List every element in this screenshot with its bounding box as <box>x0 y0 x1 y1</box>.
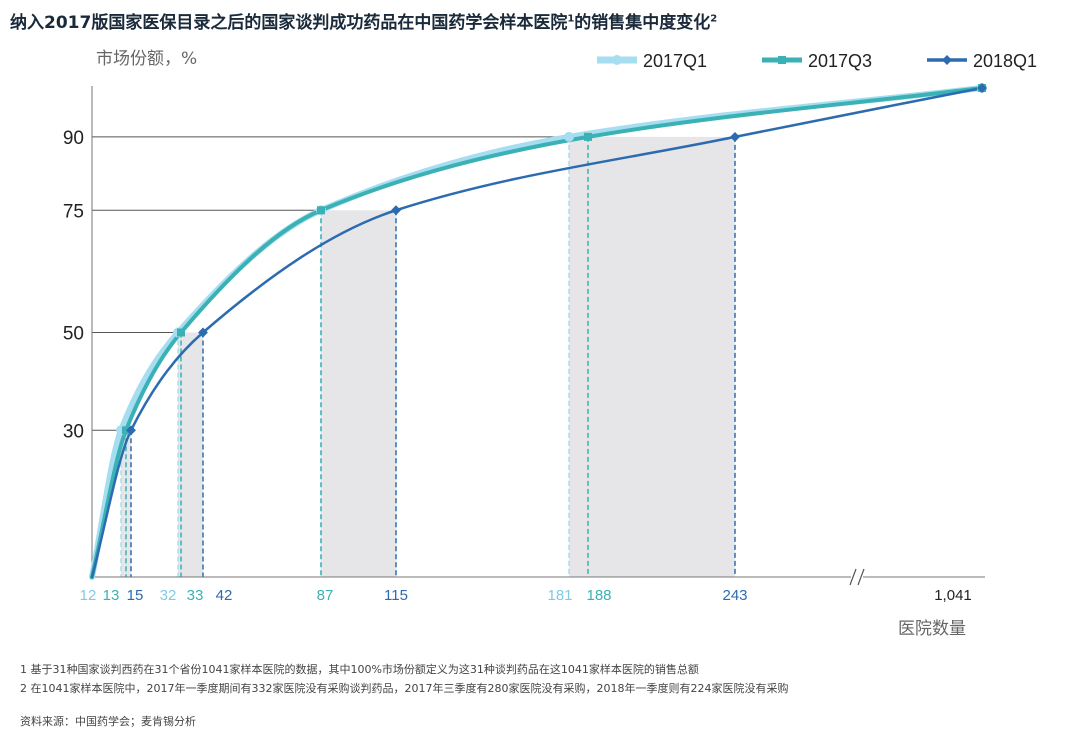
series-line-2017Q1 <box>89 85 985 580</box>
y-tick-label: 50 <box>63 324 84 345</box>
x-tick-label: 115 <box>384 587 408 604</box>
legend-label: 2017Q1 <box>643 51 707 71</box>
shaded-band <box>321 210 396 577</box>
x-tick-label: 1,041 <box>934 587 972 604</box>
axis-break-mark <box>857 568 865 586</box>
chart-title-text: 纳入2017版国家医保目录之后的国家谈判成功药品在中国药学会样本医院 <box>10 13 568 33</box>
title-footnote-ref-2: 2 <box>710 13 718 25</box>
chart-title: 纳入2017版国家医保目录之后的国家谈判成功药品在中国药学会样本医院1的销售集中… <box>10 8 717 33</box>
y-axis-title: 市场份额，% <box>96 49 197 69</box>
x-tick-label: 12 <box>80 587 97 604</box>
series-lines <box>89 85 985 580</box>
y-tick-label: 90 <box>63 128 84 149</box>
tick-labels: 30 50 75 90 12 13 15 32 33 42 87 115 181 188 243 1,041 市… <box>63 49 972 639</box>
legend-label: 2018Q1 <box>973 51 1037 71</box>
chart-title-tail: 的销售集中度变化 <box>574 13 711 33</box>
footnote-1: 1 基于31种国家谈判西药在31个省份1041家样本医院的数据，其中100%市场… <box>20 663 699 676</box>
x-tick-label: 33 <box>187 587 204 604</box>
shaded-band <box>569 136 735 577</box>
legend-label: 2017Q3 <box>808 51 872 71</box>
marker-2018Q1 <box>977 83 987 93</box>
x-tick-label: 42 <box>216 587 233 604</box>
series-line-2017Q3 <box>90 86 984 579</box>
series-line-2018Q1 <box>90 86 984 579</box>
marker-2017Q3 <box>177 328 185 337</box>
x-tick-label: 32 <box>160 587 177 604</box>
x-tick-label: 15 <box>127 587 144 604</box>
legend-marker <box>612 55 622 65</box>
marker-2017Q3 <box>122 426 130 435</box>
x-tick-label: 188 <box>586 587 611 604</box>
marker-2018Q1 <box>126 425 136 436</box>
marker-2017Q3 <box>317 206 325 215</box>
marker-2018Q1 <box>198 327 208 338</box>
series-markers <box>116 83 987 436</box>
legend-marker <box>942 55 952 65</box>
x-tick-label: 243 <box>722 587 747 604</box>
y-tick-label: 75 <box>63 201 84 222</box>
source-note: 资料来源：中国药学会；麦肯锡分析 <box>20 715 196 728</box>
x-tick-label: 87 <box>317 587 334 604</box>
marker-2017Q3 <box>584 132 592 141</box>
y-tick-label: 30 <box>63 421 84 442</box>
shaded-bands <box>121 136 735 577</box>
axis-break-mark <box>849 568 857 586</box>
marker-2017Q1 <box>564 131 574 142</box>
legend: 2017Q1 2017Q3 2018Q1 <box>597 51 1037 71</box>
x-tick-label: 181 <box>547 587 572 604</box>
guide-lines <box>92 136 736 577</box>
axes <box>91 86 985 586</box>
marker-2018Q1 <box>730 131 740 142</box>
legend-marker <box>778 56 786 64</box>
title-footnote-ref-1: 1 <box>567 13 575 25</box>
x-tick-label: 13 <box>103 587 120 604</box>
x-axis-title: 医院数量 <box>898 619 966 639</box>
footnote-2: 2 在1041家样本医院中，2017年一季度期间有332家医院没有采购谈判药品，… <box>20 682 789 695</box>
marker-2018Q1 <box>391 205 401 216</box>
shaded-band <box>178 332 203 577</box>
